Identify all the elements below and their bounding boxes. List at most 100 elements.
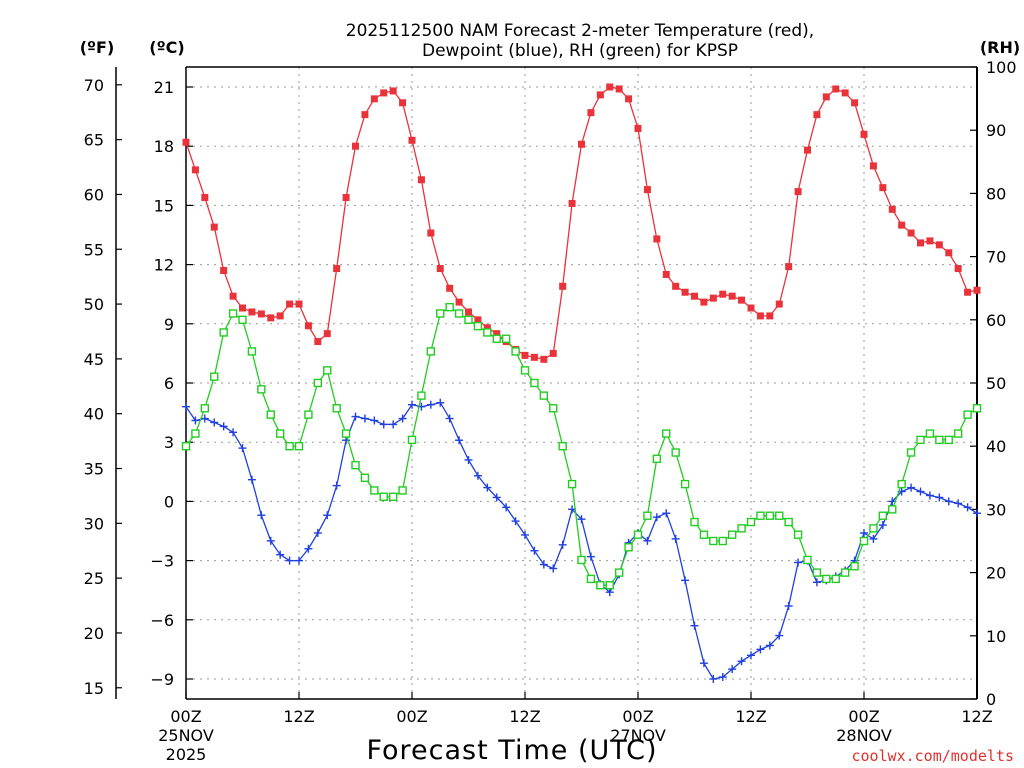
dewpoint-point <box>210 418 219 427</box>
temperature-point <box>276 312 284 320</box>
temperature-point <box>672 282 680 290</box>
date-label: 25NOV <box>158 726 214 745</box>
temperature-point <box>653 235 661 243</box>
dewpoint-point <box>332 481 341 490</box>
rh-point <box>577 555 586 565</box>
celsius-tick-label: −6 <box>150 611 174 630</box>
dewpoint-point <box>426 400 435 409</box>
dewpoint-point <box>464 455 473 464</box>
rh-point <box>756 511 765 520</box>
temperature-point <box>389 87 397 95</box>
dewpoint-point <box>765 641 774 650</box>
rh-point <box>388 492 398 501</box>
dewpoint-point <box>313 528 322 537</box>
dewpoint-point <box>351 412 360 421</box>
dewpoint-point <box>878 521 887 530</box>
rh-point <box>586 574 596 584</box>
dewpoint-point <box>916 487 925 496</box>
rh-point <box>812 568 822 577</box>
rh-point <box>822 574 831 584</box>
dewpoint-point <box>455 436 464 445</box>
temperature-point <box>643 186 651 194</box>
fahrenheit-tick-label: 30 <box>84 514 104 533</box>
rh-point <box>473 321 483 331</box>
rh-point <box>680 479 690 489</box>
dewpoint-point <box>229 428 238 437</box>
dewpoint-point <box>869 534 878 543</box>
rh-point <box>426 347 436 356</box>
temperature-point <box>361 111 369 119</box>
temperature-point <box>766 312 774 320</box>
fahrenheit-tick-label: 40 <box>84 405 104 424</box>
temperature-point <box>408 136 416 144</box>
dewpoint-point <box>728 665 737 674</box>
rh-point <box>944 435 953 445</box>
rh-point <box>925 429 935 438</box>
temperature-point <box>898 221 906 229</box>
rh-point <box>803 555 812 565</box>
temperature-point <box>860 130 868 138</box>
temperature-point <box>446 284 454 292</box>
x-tick-label: 00Z <box>396 707 427 726</box>
temperature-point <box>267 314 275 322</box>
temperature-point <box>201 194 209 202</box>
celsius-tick-label: −9 <box>150 670 174 689</box>
dewpoint-point <box>370 416 379 425</box>
series-relative-humidity <box>181 302 982 590</box>
celsius-tick-label: 6 <box>164 374 174 393</box>
dewpoint-point <box>944 497 953 506</box>
temperature-point <box>747 304 755 312</box>
dewpoint-point <box>671 534 680 543</box>
temperature-point <box>606 83 614 91</box>
temperature-point <box>973 286 981 294</box>
rh-point <box>558 442 567 451</box>
temperature-point <box>521 351 529 359</box>
celsius-tick-label: 18 <box>154 137 174 156</box>
dewpoint-point <box>266 536 275 545</box>
rh-tick-label: 10 <box>986 627 1006 646</box>
dewpoint-point <box>709 675 718 683</box>
rh-point <box>633 530 643 539</box>
fahrenheit-tick-label: 20 <box>84 624 104 643</box>
rh-tick-label: 50 <box>986 374 1006 393</box>
rh-point <box>304 410 313 419</box>
temperature-point <box>587 109 595 117</box>
fahrenheit-tick-label: 60 <box>84 185 104 204</box>
dewpoint-point <box>238 444 247 453</box>
fahrenheit-tick-label: 50 <box>84 295 104 314</box>
date-label: 27NOV <box>610 726 666 745</box>
celsius-tick-label: 9 <box>164 315 174 334</box>
rh-point <box>520 366 530 375</box>
dewpoint-point <box>502 503 511 512</box>
dewpoint-point <box>775 631 784 640</box>
temperature-point <box>691 292 698 300</box>
rh-tick-label: 60 <box>986 311 1006 330</box>
temperature-point <box>625 95 633 103</box>
rh-point <box>238 315 247 324</box>
temperature-point <box>851 99 859 107</box>
rh-point <box>511 347 520 356</box>
dewpoint-point <box>379 420 388 429</box>
rh-point <box>916 435 925 445</box>
fahrenheit-tick-label: 45 <box>84 350 104 369</box>
rh-point <box>614 568 624 577</box>
rh-point <box>257 385 266 394</box>
temperature-point <box>248 308 256 316</box>
rh-point <box>718 536 727 546</box>
rh-point <box>935 435 944 445</box>
date-label: 28NOV <box>836 726 892 745</box>
x-tick-label: 00Z <box>622 707 653 726</box>
dewpoint-point <box>718 673 727 682</box>
dewpoint-point <box>483 483 492 492</box>
dewpoint-point <box>323 511 332 520</box>
rh-point <box>501 334 511 343</box>
dewpoint-point <box>605 588 614 597</box>
temperature-point <box>756 312 764 320</box>
dewpoint-point <box>747 651 755 660</box>
dewpoint-point <box>182 402 190 411</box>
rh-point <box>454 309 464 318</box>
rh-point <box>746 517 756 527</box>
temperature-point <box>427 229 435 237</box>
temperature-point <box>530 353 538 361</box>
temperature-point <box>888 205 896 213</box>
